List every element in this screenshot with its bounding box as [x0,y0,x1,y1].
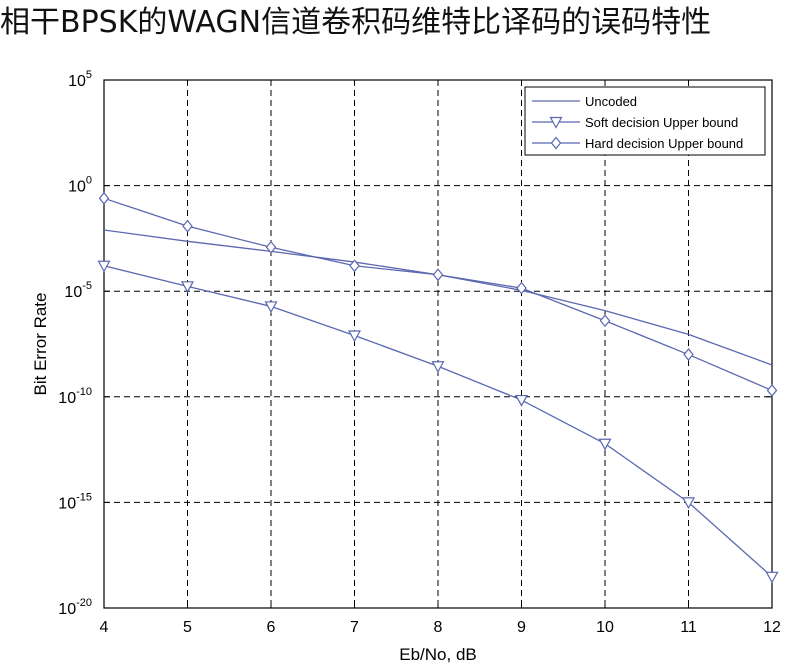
legend-entry-label: Soft decision Upper bound [585,115,738,130]
y-tick-label: 10-5 [64,280,92,301]
x-axis: 4 5 6 7 8 9 10 11 12 [100,80,781,636]
data-point-marker [98,191,110,205]
data-point-marker [349,259,360,273]
y-tick-label: 10-10 [58,386,92,407]
legend-marker [550,136,562,150]
data-point-marker [765,571,779,584]
series-hard-decision-upper-bound [98,191,778,397]
x-tick-label: 12 [763,619,781,636]
legend-marker [549,116,563,129]
legend-box [524,86,766,156]
x-tick-label: 9 [517,619,526,636]
data-point-marker [432,268,444,282]
legend-entry-label: Hard decision Upper bound [585,136,743,151]
y-tick-label: 100 [68,175,92,196]
x-tick-label: 10 [596,619,614,636]
data-point-marker [599,314,611,328]
x-axis-label: Eb/No, dB [399,645,477,664]
series-soft-decision-upper-bound [97,260,779,584]
data-point-marker [264,301,278,314]
x-tick-label: 5 [183,619,192,636]
y-axis: 105 100 10-5 10-10 10-15 10-20 [58,69,772,618]
y-tick-label: 10-20 [58,597,92,618]
data-point-marker [598,438,612,451]
data-point-marker [347,330,362,343]
y-tick-label: 105 [68,69,92,90]
data-point-marker [514,394,529,407]
series-layer [97,191,779,584]
data-point-marker [681,497,696,510]
data-point-marker [265,240,277,254]
data-point-marker [97,260,111,273]
x-tick-label: 4 [100,619,109,636]
data-point-marker [180,281,195,294]
x-tick-label: 11 [680,619,697,636]
data-point-marker [766,383,778,397]
data-point-marker [516,281,527,295]
x-tick-label: 6 [267,619,276,636]
y-tick-label: 10-15 [58,491,92,512]
x-tick-label: 8 [434,619,443,636]
page-title: 相干BPSK的WAGN信道卷积码维特比译码的误码特性 [0,5,712,40]
data-point-marker [431,361,445,373]
y-axis-label: Bit Error Rate [31,293,50,396]
legend: Uncoded Soft decision Upper bound Hard dec… [524,86,766,156]
data-point-marker [182,219,193,233]
x-tick-label: 7 [350,619,359,636]
grid [104,80,772,608]
legend-entry-label: Uncoded [585,94,637,109]
data-point-marker [683,348,694,362]
